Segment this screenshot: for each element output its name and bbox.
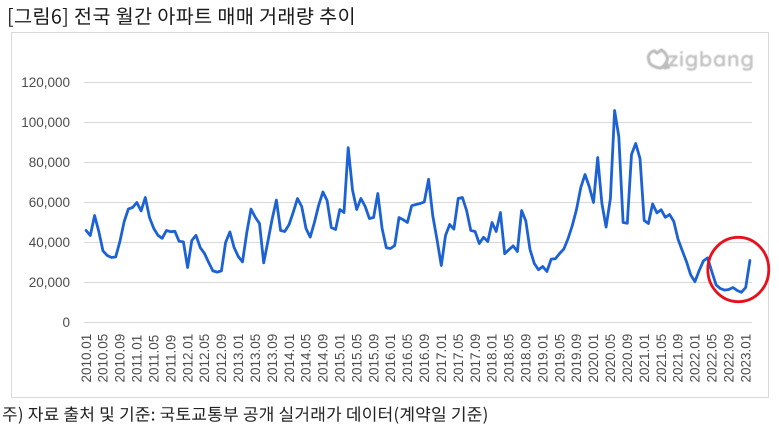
- svg-text:2021.09: 2021.09: [671, 334, 686, 383]
- svg-text:2016.09: 2016.09: [417, 334, 432, 383]
- svg-text:2020.01: 2020.01: [586, 334, 601, 383]
- svg-text:2019.09: 2019.09: [569, 334, 584, 383]
- svg-text:2013.01: 2013.01: [231, 334, 246, 383]
- svg-text:2018.09: 2018.09: [519, 334, 534, 383]
- svg-text:2014.01: 2014.01: [282, 334, 297, 383]
- svg-text:2021.05: 2021.05: [654, 334, 669, 383]
- svg-text:2019.01: 2019.01: [535, 334, 550, 383]
- svg-text:2021.01: 2021.01: [637, 334, 652, 383]
- svg-text:0: 0: [62, 315, 70, 330]
- svg-text:2015.09: 2015.09: [366, 334, 381, 383]
- svg-text:2014.09: 2014.09: [316, 334, 331, 383]
- svg-text:2022.09: 2022.09: [721, 334, 736, 383]
- svg-text:2022.01: 2022.01: [688, 334, 703, 383]
- svg-text:2011.05: 2011.05: [147, 335, 162, 383]
- svg-text:2011.01: 2011.01: [130, 335, 145, 383]
- svg-text:2011.09: 2011.09: [163, 335, 178, 383]
- svg-text:2022.05: 2022.05: [705, 334, 720, 383]
- svg-text:2010.05: 2010.05: [96, 334, 111, 383]
- svg-text:2023.01: 2023.01: [738, 334, 753, 383]
- svg-text:2018.01: 2018.01: [485, 334, 500, 383]
- svg-text:2019.05: 2019.05: [552, 334, 567, 383]
- svg-text:2012.01: 2012.01: [180, 334, 195, 383]
- svg-text:2010.09: 2010.09: [113, 334, 128, 383]
- svg-text:2020.05: 2020.05: [603, 334, 618, 383]
- svg-text:2017.09: 2017.09: [468, 334, 483, 383]
- svg-text:2017.05: 2017.05: [451, 334, 466, 383]
- svg-text:2014.05: 2014.05: [299, 334, 314, 383]
- svg-text:2015.05: 2015.05: [349, 334, 364, 383]
- svg-text:2012.09: 2012.09: [214, 334, 229, 383]
- svg-text:100,000: 100,000: [21, 115, 70, 130]
- svg-text:2015.01: 2015.01: [333, 334, 348, 383]
- svg-text:2018.05: 2018.05: [502, 334, 517, 383]
- svg-text:40,000: 40,000: [29, 235, 70, 250]
- svg-text:2017.01: 2017.01: [434, 334, 449, 383]
- svg-text:2016.05: 2016.05: [400, 334, 415, 383]
- svg-text:80,000: 80,000: [29, 155, 70, 170]
- svg-text:2013.09: 2013.09: [265, 334, 280, 383]
- svg-text:2013.05: 2013.05: [248, 334, 263, 383]
- svg-text:120,000: 120,000: [21, 75, 70, 90]
- svg-text:2016.01: 2016.01: [383, 334, 398, 383]
- svg-text:2012.05: 2012.05: [197, 334, 212, 383]
- svg-text:2010.01: 2010.01: [79, 334, 94, 383]
- svg-text:60,000: 60,000: [29, 195, 70, 210]
- svg-text:2020.09: 2020.09: [620, 334, 635, 383]
- svg-text:20,000: 20,000: [29, 275, 70, 290]
